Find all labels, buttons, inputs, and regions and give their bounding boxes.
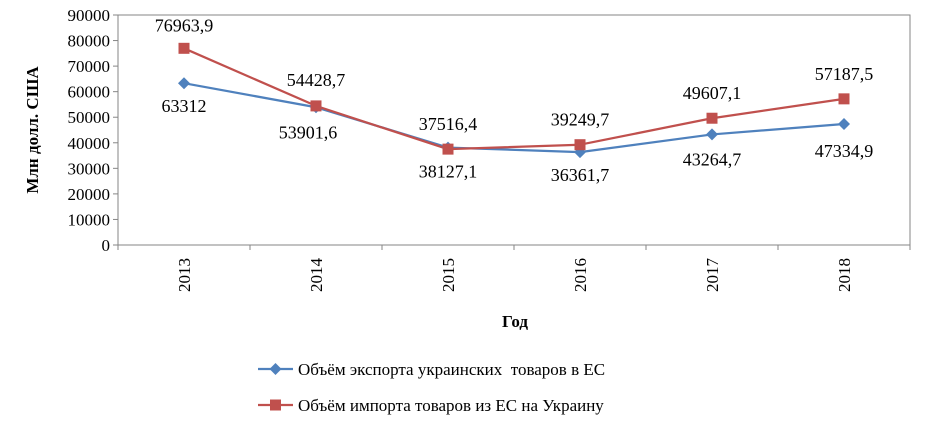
- data-label: 57187,5: [815, 64, 874, 84]
- data-label: 54428,7: [287, 70, 346, 90]
- x-tick-label: 2014: [307, 258, 326, 293]
- y-tick-label: 80000: [68, 32, 111, 51]
- data-point-marker: [706, 128, 718, 141]
- data-label: 39249,7: [551, 110, 610, 130]
- legend-marker: [270, 399, 281, 411]
- y-tick-label: 70000: [68, 57, 111, 76]
- data-point-marker: [574, 139, 586, 151]
- y-tick-label: 20000: [68, 185, 111, 204]
- data-point-marker: [178, 77, 190, 90]
- legend-label: Объём импорта товаров из ЕС на Украину: [298, 396, 604, 415]
- data-label: 36361,7: [551, 165, 610, 185]
- y-axis-title: Млн долл. США: [23, 66, 42, 194]
- legend-marker: [269, 363, 282, 375]
- series-line: [183, 47, 845, 151]
- y-tick-label: 90000: [68, 6, 111, 25]
- data-point-marker: [442, 143, 454, 155]
- data-point-marker: [706, 112, 718, 124]
- data-point-marker: [178, 42, 190, 54]
- x-tick-label: 2016: [571, 258, 590, 292]
- data-point-marker: [310, 100, 322, 112]
- data-point-marker: [838, 93, 850, 105]
- legend: Объём экспорта украинских товаров в ЕС Об…: [258, 360, 605, 415]
- x-tick-label: 2018: [835, 258, 854, 292]
- legend-label: Объём экспорта украинских товаров в ЕС: [298, 360, 605, 379]
- y-tick-label: 40000: [68, 134, 111, 153]
- y-tick-label: 30000: [68, 159, 111, 178]
- x-tick-label: 2013: [175, 258, 194, 292]
- data-label: 63312: [162, 96, 207, 116]
- data-label: 49607,1: [683, 83, 742, 103]
- data-label: 47334,9: [815, 141, 874, 161]
- data-label: 37516,4: [419, 114, 478, 134]
- data-label: 53901,6: [279, 122, 338, 142]
- plot-area-border: [117, 14, 911, 246]
- data-point-marker: [838, 118, 850, 131]
- x-axis-title: Год: [502, 312, 528, 331]
- y-tick-label: 0: [102, 236, 111, 255]
- data-label: 43264,7: [683, 149, 742, 169]
- x-tick-label: 2017: [703, 258, 722, 293]
- y-tick-label: 50000: [68, 108, 111, 127]
- x-tick-label: 2015: [439, 258, 458, 292]
- data-label: 38127,1: [419, 162, 478, 182]
- series-line: [183, 82, 845, 154]
- data-label: 76963,9: [155, 15, 214, 35]
- y-tick-label: 10000: [68, 210, 111, 229]
- y-tick-label: 60000: [68, 83, 111, 102]
